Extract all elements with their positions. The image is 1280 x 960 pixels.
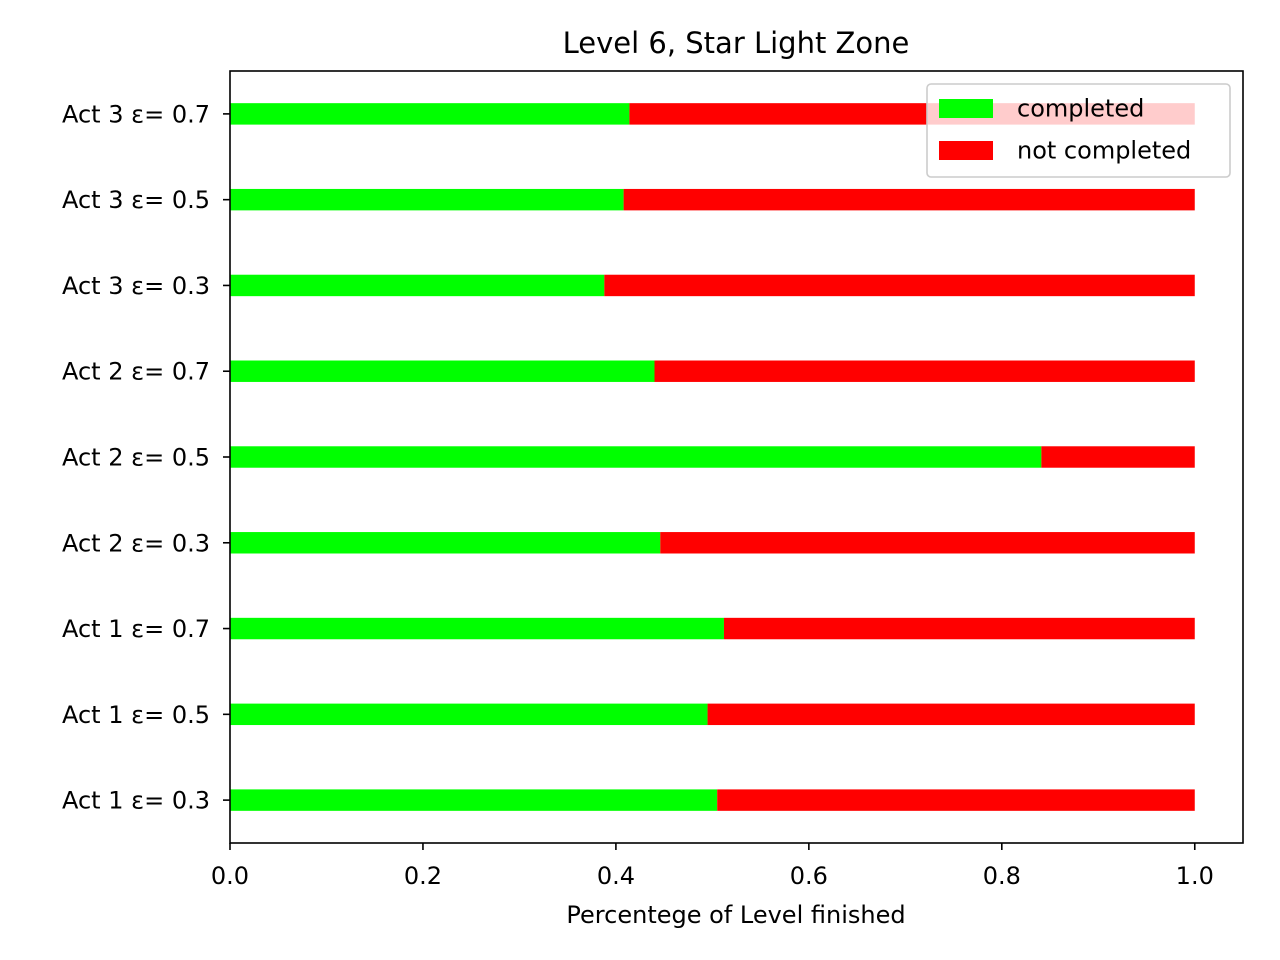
bars-layer (230, 103, 1195, 811)
x-tick-label: 0.0 (211, 862, 249, 890)
bar-not-completed-0 (717, 789, 1195, 811)
bar-not-completed-7 (623, 188, 1195, 211)
chart-title: Level 6, Star Light Zone (563, 26, 910, 60)
bar-completed-3 (230, 532, 661, 554)
x-tick-label: 0.2 (404, 862, 442, 890)
x-axis-label: Percentege of Level finished (566, 901, 905, 929)
bar-completed-4 (230, 446, 1042, 468)
legend-label-not-completed: not completed (1017, 137, 1191, 165)
x-tick-label: 0.8 (983, 862, 1021, 890)
x-tick-label: 0.6 (790, 862, 828, 890)
bar-completed-1 (230, 703, 708, 726)
bar-not-completed-3 (660, 532, 1195, 554)
bar-completed-6 (230, 274, 605, 297)
bar-completed-8 (230, 103, 630, 125)
bar-not-completed-4 (1041, 446, 1195, 468)
legend-box (926, 83, 1231, 178)
y-tick-label: Act 1 ε= 0.7 (62, 615, 210, 643)
y-tick-label: Act 3 ε= 0.7 (62, 100, 210, 128)
legend: completed not completed (926, 83, 1231, 178)
bar-not-completed-5 (654, 360, 1195, 382)
y-axis: Act 1 ε= 0.3 Act 1 ε= 0.5 Act 1 ε= 0.7 Act … (62, 100, 230, 815)
legend-label-completed: completed (1017, 95, 1144, 123)
x-tick-label: 1.0 (1176, 862, 1214, 890)
bar-completed-5 (230, 360, 655, 382)
y-tick-label: Act 3 ε= 0.5 (62, 186, 210, 214)
y-tick-label: Act 2 ε= 0.5 (62, 444, 210, 472)
bar-completed-7 (230, 188, 624, 211)
y-tick-label: Act 1 ε= 0.3 (62, 787, 210, 815)
bar-not-completed-1 (707, 703, 1195, 726)
y-tick-label: Act 3 ε= 0.3 (62, 272, 210, 300)
y-tick-label: Act 2 ε= 0.7 (62, 358, 210, 386)
legend-swatch-not-completed (939, 141, 993, 160)
y-tick-label: Act 1 ε= 0.5 (62, 701, 210, 729)
y-tick-label: Act 2 ε= 0.3 (62, 529, 210, 557)
bar-not-completed-2 (723, 617, 1195, 640)
bar-not-completed-6 (604, 274, 1195, 297)
x-tick-label: 0.4 (597, 862, 635, 890)
bar-completed-0 (230, 789, 718, 811)
legend-swatch-completed (939, 99, 993, 118)
bar-completed-2 (230, 617, 724, 640)
x-axis: 0.0 0.2 0.4 0.6 0.8 1.0 (211, 843, 1214, 890)
